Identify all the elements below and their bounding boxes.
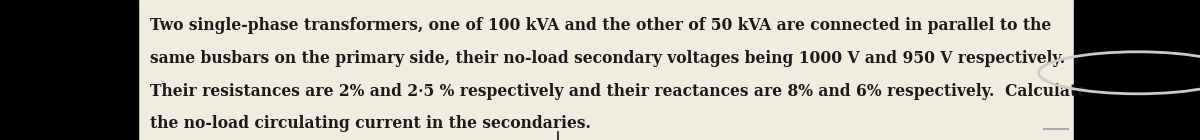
Bar <box>0 0 138 140</box>
Text: same busbars on the primary side, their no-load secondary voltages being 1000 V : same busbars on the primary side, their … <box>150 50 1066 67</box>
Text: the no-load circulating current in the secondaries.: the no-load circulating current in the s… <box>150 116 590 132</box>
Bar <box>1074 0 1200 140</box>
Text: Two single-phase transformers, one of 100 kVA and the other of 50 kVA are connec: Two single-phase transformers, one of 10… <box>150 17 1051 34</box>
Text: Their resistances are 2% and 2·5 % respectively and their reactances are 8% and : Their resistances are 2% and 2·5 % respe… <box>150 83 1087 100</box>
